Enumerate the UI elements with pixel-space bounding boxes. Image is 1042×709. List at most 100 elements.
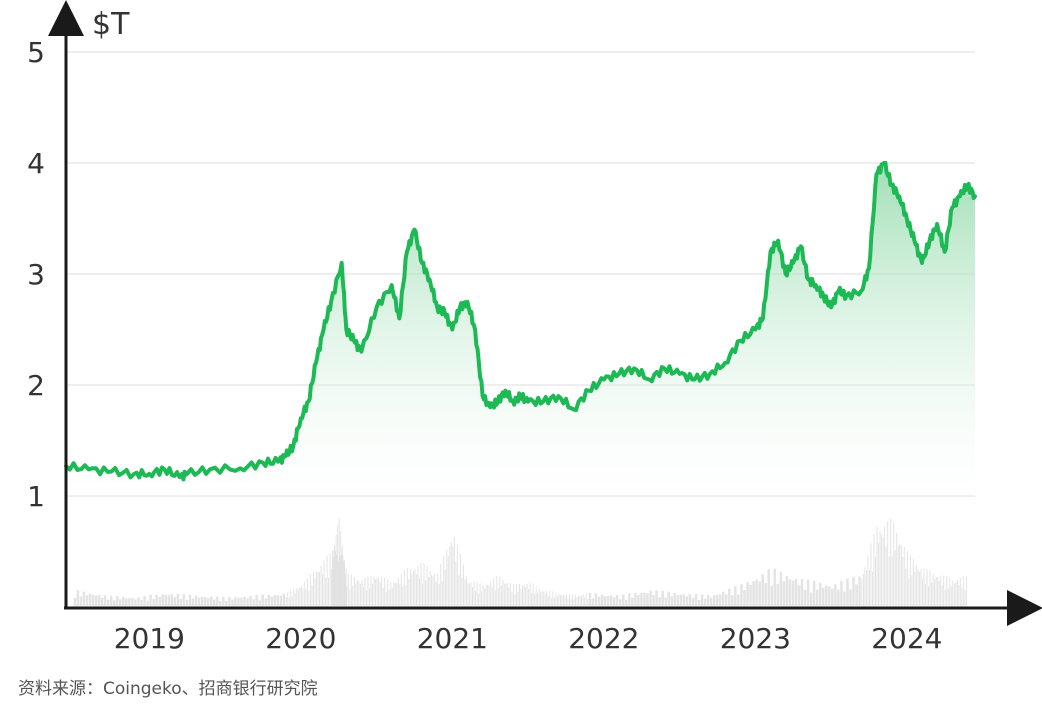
volume-bar: [946, 576, 948, 606]
volume-bar: [928, 586, 930, 606]
volume-bar: [770, 585, 774, 606]
volume-bar: [634, 592, 637, 606]
volume-bar: [899, 544, 901, 606]
volume-bar: [394, 582, 396, 606]
volume-bar: [894, 550, 896, 606]
volume-bar: [137, 597, 140, 606]
volume-bar: [373, 576, 375, 606]
volume-bar: [965, 575, 967, 606]
volume-bar: [188, 594, 192, 606]
volume-bar: [282, 593, 286, 606]
volume-bar: [923, 568, 925, 606]
volume-bar: [470, 581, 472, 606]
volume-bar: [885, 546, 887, 606]
volume-bar: [597, 597, 601, 606]
volume-bar: [868, 570, 870, 606]
volume-bar: [925, 584, 927, 606]
volume-bar: [953, 583, 955, 606]
volume-bar: [691, 598, 695, 606]
volume-bar: [270, 596, 274, 606]
volume-bar: [815, 589, 819, 606]
volume-bar: [606, 596, 610, 606]
volume-bar: [293, 588, 295, 606]
volume-bar: [161, 594, 164, 606]
volume-bar: [106, 599, 110, 606]
volume-bar: [88, 593, 92, 606]
volume-bar: [949, 578, 951, 606]
volume-bar: [535, 585, 537, 606]
volume-bar: [375, 579, 377, 606]
volume-bar: [788, 579, 792, 606]
volume-bar: [834, 584, 837, 606]
volume-bar: [306, 577, 308, 606]
volume-bar: [296, 587, 298, 606]
volume-bar: [485, 584, 487, 606]
volume-bar: [312, 572, 314, 606]
volume-bar: [579, 595, 581, 606]
volume-bar: [381, 576, 383, 606]
volume-bar: [570, 599, 572, 606]
volume-bar: [673, 593, 677, 606]
volume-bar: [112, 600, 116, 606]
volume-bar: [958, 585, 960, 606]
volume-bar: [509, 583, 511, 606]
volume-bar: [493, 578, 495, 606]
volume-bar: [149, 595, 152, 606]
volume-bar: [508, 587, 510, 606]
volume-bar: [305, 588, 307, 606]
volume-bar: [453, 537, 455, 606]
volume-bar: [875, 556, 877, 606]
volume-bar: [884, 526, 886, 606]
volume-bar: [794, 578, 798, 606]
volume-bar: [587, 598, 589, 606]
volume-bar: [450, 542, 452, 606]
volume-bar: [782, 581, 786, 606]
volume-bar: [785, 575, 789, 606]
volume-bar: [915, 565, 917, 606]
volume-bar: [473, 581, 475, 606]
volume-bar: [755, 579, 758, 606]
volume-bar: [352, 585, 354, 606]
volume-bar: [791, 580, 795, 606]
volume-bar: [670, 596, 674, 606]
volume-bar: [294, 593, 296, 606]
volume-bar: [746, 582, 749, 606]
volume-bar: [903, 546, 905, 606]
volume-bar: [800, 579, 804, 606]
volume-bar: [843, 591, 846, 606]
volume-bar: [337, 561, 339, 606]
volume-bar: [706, 595, 710, 606]
volume-bar: [372, 583, 374, 606]
volume-bar: [412, 571, 414, 606]
volume-bar: [387, 579, 389, 606]
volume-bar: [397, 578, 399, 606]
volume-bar: [431, 574, 433, 606]
volume-bar: [422, 583, 424, 606]
volume-bar: [955, 582, 957, 606]
volume-bar: [952, 580, 954, 606]
volume-bar: [682, 594, 686, 606]
volume-bar: [125, 598, 128, 606]
volume-bar: [203, 596, 207, 606]
volume-bar: [462, 564, 464, 606]
volume-bar: [314, 578, 316, 606]
volume-bar: [858, 576, 861, 606]
volume-bar: [336, 554, 338, 606]
volume-bar: [806, 579, 810, 606]
x-tick-label: 2024: [871, 622, 942, 655]
volume-bar: [567, 598, 569, 606]
volume-bar: [520, 588, 522, 606]
volume-bar: [206, 598, 210, 606]
volume-bar: [809, 592, 813, 606]
volume-bar: [534, 594, 536, 606]
volume-bar: [532, 584, 534, 606]
volume-bar: [341, 545, 343, 606]
volume-bar: [628, 593, 631, 606]
volume-bar: [384, 577, 386, 606]
volume-bar: [956, 580, 958, 606]
volume-bar: [937, 577, 939, 606]
volume-bar: [432, 576, 434, 606]
volume-bar: [258, 600, 261, 606]
volume-bar: [846, 578, 849, 606]
